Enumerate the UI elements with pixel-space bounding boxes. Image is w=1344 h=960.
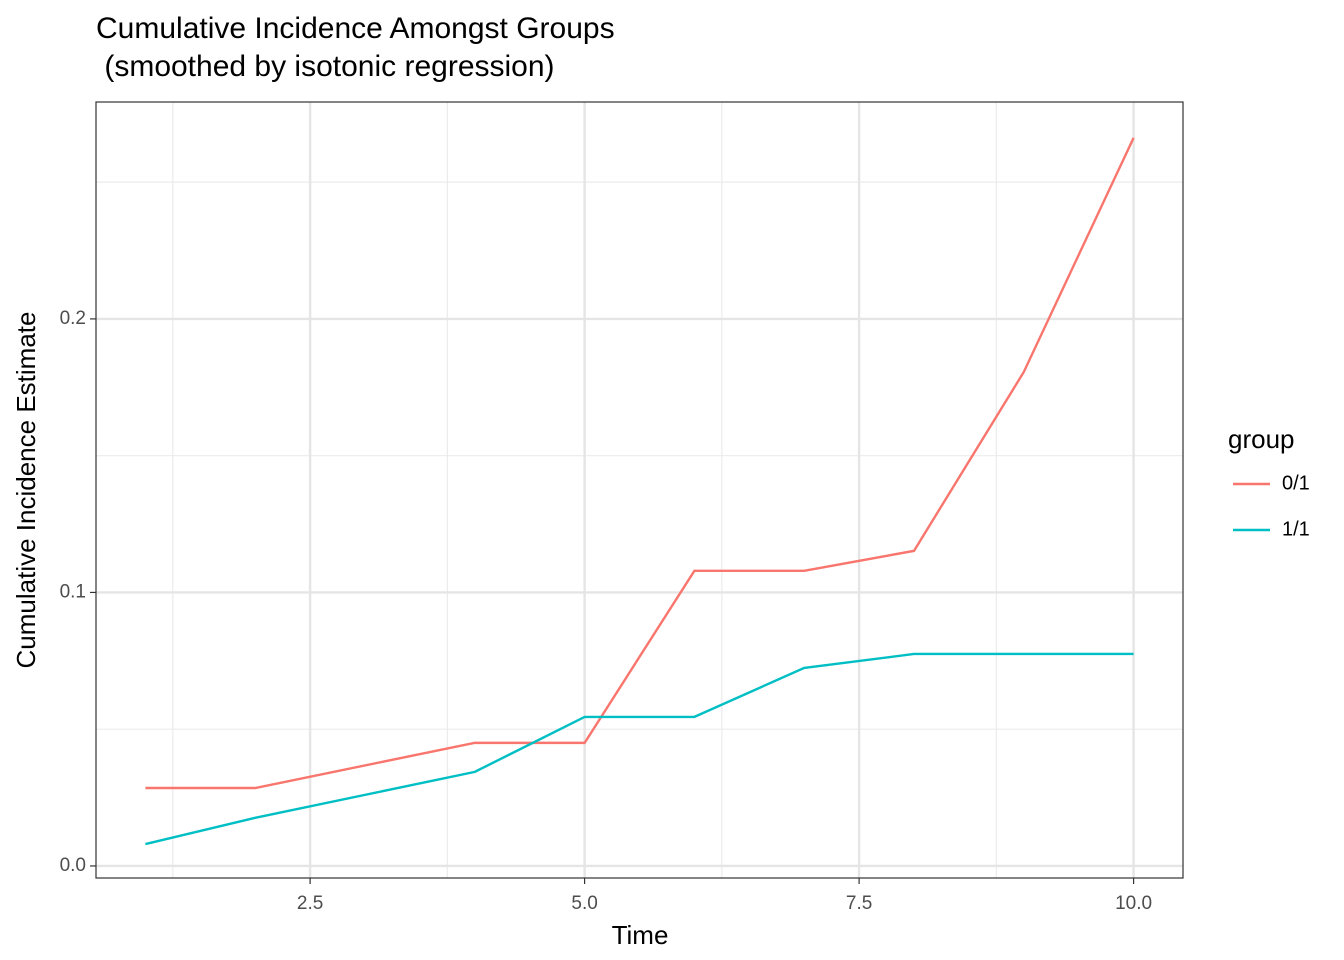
y-tick-label: 0.1 (60, 581, 86, 602)
line (145, 652, 1134, 846)
y-tick-label: 0.2 (60, 308, 86, 329)
line (145, 137, 1135, 790)
chart-subtitle: (smoothed by isotonic regression) (96, 50, 555, 83)
panel-border (95, 101, 1184, 879)
x-tick-label: 2.5 (297, 893, 323, 914)
x-tick-label: 7.5 (846, 893, 872, 914)
x-tick-label: 10.0 (1115, 893, 1152, 914)
x-tick-label: 5.0 (571, 893, 597, 914)
y-tick-label: 0.0 (60, 855, 86, 876)
legend-label: 1/1 (1282, 518, 1310, 540)
chart-title: Cumulative Incidence Amongst Groups (96, 12, 615, 45)
legend-label: 0/1 (1282, 472, 1310, 494)
x-axis-label: Time (612, 920, 669, 950)
legend-title: group (1228, 424, 1295, 454)
y-axis-label: Cumulative Incidence Estimate (11, 312, 41, 669)
